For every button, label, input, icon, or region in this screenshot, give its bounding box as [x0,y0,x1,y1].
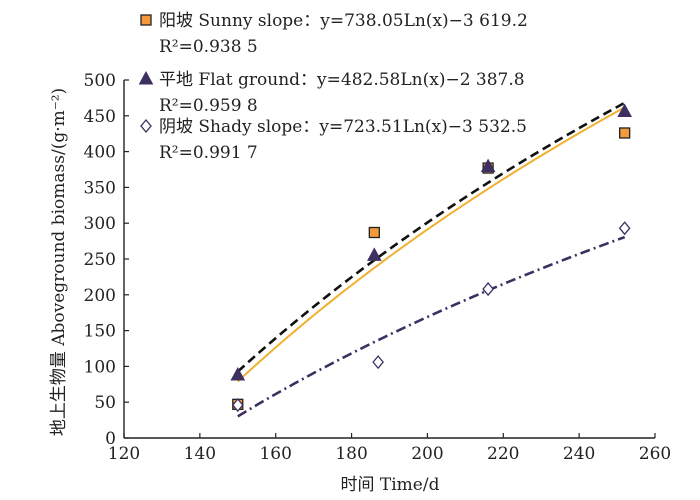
y-tick-label: 450 [84,107,116,127]
legend-label-3: 阴坡 Shady slope：y=723.51Ln(x)−3 532.5 [159,117,527,137]
x-tick-label: 220 [487,444,519,464]
trend-curve-3 [236,101,626,373]
x-tick-label: 140 [184,444,216,464]
legend-label-1: 阳坡 Sunny slope：y=738.05Ln(x)−3 619.2 [159,11,528,31]
axes: 120 140 160 180 200 220 240 260 0 50 100 150 200 250 3… [84,71,672,464]
legend-r2-2: R²=0.959 8 [159,96,258,116]
x-tick-label: 260 [639,444,671,464]
legend-marker-2 [138,70,154,85]
x-tick-label: 180 [335,444,367,464]
data-point-series-2 [617,103,632,118]
legend-marker-1 [140,14,152,26]
y-axis-title: 地上生物量 Aboveground biomass/(g·m⁻²) [49,88,69,436]
data-point-series-1 [619,127,631,139]
data-point-series-2 [230,366,246,381]
x-tick-label: 240 [563,444,595,464]
y-tick-label: 500 [84,71,116,91]
data-point-series-2 [366,247,382,261]
trend-curves [236,101,626,418]
y-tick-label: 150 [84,322,116,342]
x-tick-label: 120 [108,444,140,464]
data-point-series-2 [480,158,496,173]
y-tick-label: 300 [84,214,116,234]
legend-marker-3 [140,118,152,134]
data-point-series-3 [231,398,244,413]
x-tick-label: 160 [259,444,291,464]
data-point-series-3 [618,221,631,236]
data-point-series-3 [482,282,494,297]
data-point-series-1 [368,226,380,239]
x-tick-label: 200 [411,444,443,464]
legend-r2-3: R²=0.991 7 [159,143,258,163]
trend-curve-1 [237,106,626,383]
y-tick-label: 0 [105,429,116,449]
y-tick-label: 350 [84,178,116,198]
y-tick-label: 100 [84,357,116,377]
legend-r2-1: R²=0.938 5 [159,37,258,57]
legend-label-2: 平地 Flat ground：y=482.58Ln(x)−2 387.8 [159,70,525,90]
trend-curve-2 [237,235,626,418]
y-tick-label: 200 [84,286,116,306]
y-tick-label: 50 [94,393,116,413]
data-point-series-3 [372,355,384,370]
y-tick-label: 250 [84,250,116,270]
y-tick-label: 400 [84,143,116,163]
legend: 阳坡 Sunny slope：y=738.05Ln(x)−3 619.2 R²=0… [138,11,528,163]
x-axis-title: 时间 Time/d [341,475,440,495]
data-markers [230,103,632,413]
